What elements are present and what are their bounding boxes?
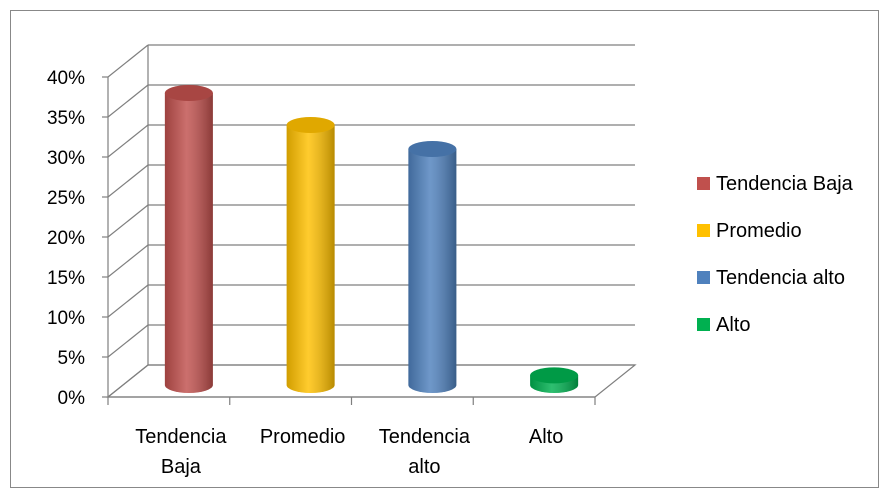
y-tick-label: 40% [47, 68, 85, 89]
bar-4 [530, 367, 579, 393]
gridline-side [107, 324, 149, 358]
bar-shading [164, 93, 213, 393]
legend: Tendencia Baja Promedio Tendencia alto Alto [697, 173, 854, 336]
legend-label: Tendencia alto [716, 267, 845, 289]
bar-1 [164, 85, 213, 393]
bar-top [408, 141, 457, 157]
legend-swatch [697, 177, 710, 190]
bar-shading [408, 149, 457, 393]
y-tick-label: 25% [47, 188, 85, 209]
gridlines [107, 44, 635, 398]
y-tick-label: 30% [47, 148, 85, 169]
legend-label: Alto [716, 314, 750, 336]
y-tick-label: 0% [58, 388, 86, 409]
gridline-side [107, 84, 149, 118]
gridline-side [107, 204, 149, 238]
bar-top [286, 117, 335, 133]
x-tick-label: Tendencia Baja [135, 426, 227, 478]
bar-2 [286, 117, 335, 393]
x-tick-label: Alto [529, 426, 563, 448]
gridline-side [107, 244, 149, 278]
bar-shading [286, 125, 335, 393]
y-tick-label: 15% [47, 268, 85, 289]
y-tick-label: 35% [47, 108, 85, 129]
bar-top-shade [530, 367, 579, 384]
bar-top-shade [286, 117, 335, 133]
bar-top-shade [408, 141, 457, 157]
bar-top-shade [164, 85, 213, 101]
legend-swatch [697, 271, 710, 284]
x-tick-label: Tendencia alto [379, 426, 471, 478]
y-axis-tick-labels: 0% 5% 10% 15% 20% 25% 30% 35% 40% [47, 68, 85, 409]
legend-swatch [697, 224, 710, 237]
axes [102, 76, 596, 405]
bar-3 [408, 141, 457, 393]
x-axis-tick-labels: Tendencia Baja Promedio Tendencia alto Alto [135, 426, 563, 478]
bar-top [530, 367, 579, 384]
gridline-side [107, 164, 149, 198]
y-tick-label: 20% [47, 228, 85, 249]
x-tick-label: Promedio [260, 426, 346, 448]
gridline-side [107, 44, 149, 78]
legend-label: Promedio [716, 220, 802, 242]
legend-label: Tendencia Baja [716, 173, 854, 195]
gridline-side [107, 284, 149, 318]
bars [164, 85, 579, 393]
y-tick-label: 5% [58, 348, 86, 369]
y-tick-label: 10% [47, 308, 85, 329]
gridline-side [107, 124, 149, 158]
gridline-side [107, 364, 149, 398]
bar-top [164, 85, 213, 101]
legend-swatch [697, 318, 710, 331]
